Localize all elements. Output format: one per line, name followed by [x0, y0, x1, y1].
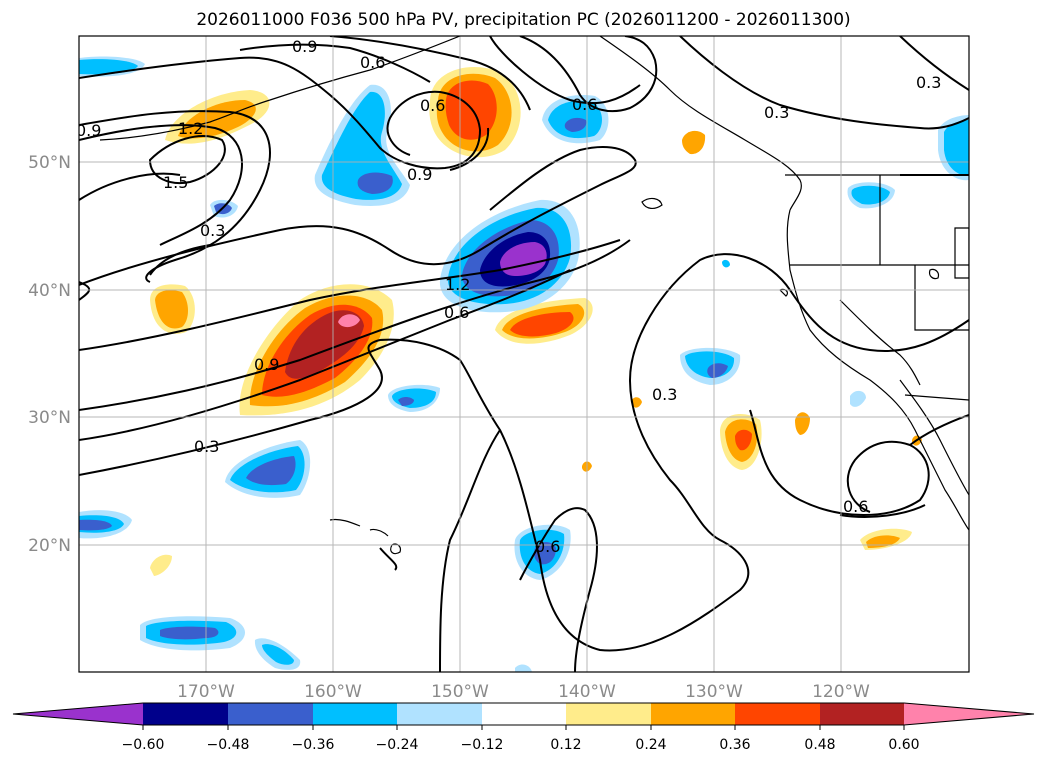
map-title: 2026011000 F036 500 hPa PV, precipitatio… [196, 10, 851, 30]
baja-coast [899, 379, 969, 496]
colorbar-tick-label: 0.24 [635, 737, 666, 753]
coastlines [99, 36, 969, 555]
graticule [79, 36, 969, 672]
contour-label: 0.6 [572, 95, 597, 114]
state-lines [790, 175, 969, 401]
contour-label: 0.9 [76, 121, 101, 140]
colorbar-tick-label: 0.12 [550, 737, 581, 753]
precip-shading [79, 56, 969, 672]
colorbar-tick-label: −0.24 [376, 737, 419, 753]
lon-label: 150°W [431, 682, 489, 702]
colorbar-segment [735, 703, 820, 725]
contour-label: 1.2 [445, 275, 470, 294]
contour-label: 1.2 [178, 119, 203, 138]
colorbar-segment [228, 703, 313, 725]
lon-label: 120°W [812, 682, 870, 702]
contour-label: 0.6 [360, 53, 385, 72]
contour-label: 0.3 [194, 437, 219, 456]
contour-label: 0.9 [254, 355, 279, 374]
lat-label: 40°N [28, 281, 71, 301]
colorbar-tick-label: 0.60 [888, 737, 919, 753]
longitude-labels: 170°W 160°W 150°W 140°W 130°W 120°W [177, 682, 870, 702]
contour-label: 0.9 [292, 37, 317, 56]
alaska-peninsula [99, 36, 461, 141]
contour-label: 0.6 [535, 537, 560, 556]
lon-label: 170°W [177, 682, 235, 702]
colorbar: −0.60 −0.48 −0.36 −0.24 −0.12 0.12 0.24 … [12, 702, 1035, 753]
colorbar-tick-label: −0.36 [292, 737, 335, 753]
colorbar-tick-label: −0.60 [122, 737, 165, 753]
lon-label: 140°W [558, 682, 616, 702]
lat-label: 20°N [28, 536, 71, 556]
contour-label: 0.6 [420, 96, 445, 115]
contour-label-group: 0.9 0.6 1.2 1.5 0.3 0.9 0.6 0.9 0.6 0.3 … [76, 37, 941, 556]
colorbar-segment [397, 703, 482, 725]
contour-label: 0.3 [652, 385, 677, 404]
contour-label: 0.3 [200, 221, 225, 240]
colorbar-segment [143, 703, 228, 725]
colorbar-tick-label: 0.36 [719, 737, 750, 753]
contour-label: 1.5 [163, 173, 188, 192]
lat-label: 30°N [28, 408, 71, 428]
colorbar-tick-label: −0.48 [207, 737, 250, 753]
colorbar-segment [820, 703, 904, 725]
contour-label: 0.3 [764, 103, 789, 122]
colorbar-tick-label: 0.48 [804, 737, 835, 753]
lon-label: 160°W [304, 682, 362, 702]
latitude-labels: 50°N 40°N 30°N 20°N [28, 153, 71, 556]
colorbar-segment [651, 703, 735, 725]
colorbar-tick-label: −0.12 [461, 737, 504, 753]
alaska-coast [599, 36, 802, 211]
lat-label: 50°N [28, 153, 71, 173]
contour-label: 0.3 [916, 73, 941, 92]
pv-contours [79, 36, 969, 672]
contour-label: 0.6 [843, 497, 868, 516]
colorbar-extend-left [13, 703, 143, 725]
us-west-coast [786, 209, 969, 531]
colorbar-extend-right [904, 703, 1034, 725]
colorbar-segment [482, 703, 566, 725]
lon-label: 130°W [685, 682, 743, 702]
plot-frame [78, 35, 970, 673]
contour-label: 0.9 [407, 165, 432, 184]
contour-label: 0.6 [444, 303, 469, 322]
colorbar-segment [313, 703, 397, 725]
colorbar-segment [566, 703, 651, 725]
